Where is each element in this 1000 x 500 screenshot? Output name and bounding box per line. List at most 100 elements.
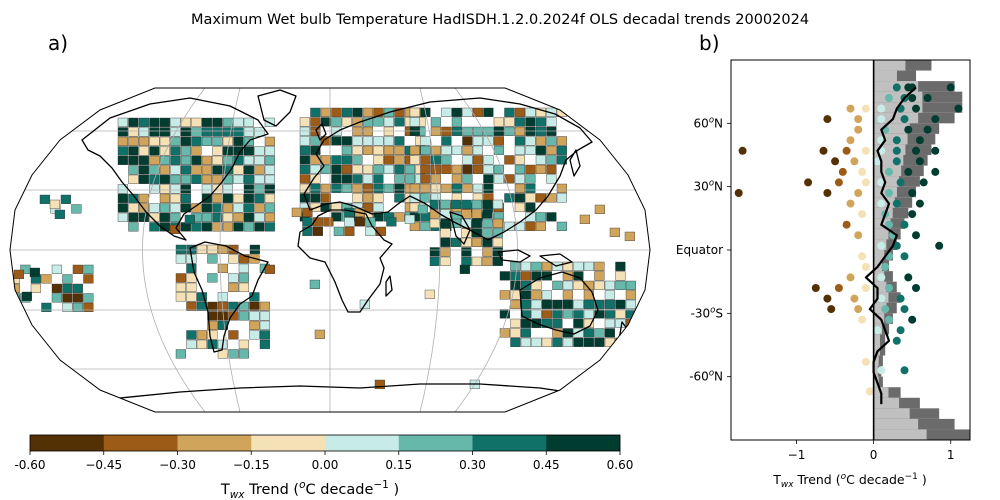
map-grid-cell	[583, 328, 594, 338]
map-grid-cell	[207, 330, 218, 340]
map-grid-cell	[196, 330, 207, 340]
map-grid-cell	[117, 212, 128, 222]
map-grid-cell	[212, 165, 223, 175]
coverage-bar-light	[873, 60, 906, 71]
colorbar-tick-label: 0.60	[607, 458, 634, 472]
map-grid-cell	[159, 174, 170, 184]
map-grid-cell	[531, 261, 542, 271]
map-grid-cell	[552, 261, 563, 271]
map-grid-cell	[461, 199, 472, 209]
map-grid-cell	[331, 107, 342, 117]
coverage-bar-light	[873, 70, 897, 82]
map-grid-cell	[186, 330, 197, 340]
map-grid-cell	[201, 117, 212, 127]
map-grid-cell	[604, 328, 615, 338]
coverage-bar-light	[873, 281, 887, 293]
map-grid-cell	[556, 193, 567, 203]
map-grid-cell	[254, 203, 265, 213]
map-grid-cell	[264, 222, 275, 232]
scatter-point	[819, 146, 828, 155]
figure-title: Maximum Wet bulb Temperature HadISDH.1.2…	[191, 12, 809, 28]
map-grid-cell	[499, 290, 510, 300]
map-grid-cell	[254, 212, 265, 222]
scatter-point	[861, 357, 870, 366]
map-grid-cell	[531, 290, 542, 300]
map-grid-cell	[344, 217, 355, 227]
map-grid-cell	[417, 204, 428, 214]
map-grid-cell	[459, 264, 470, 274]
map-grid-cell	[471, 199, 482, 209]
map-grid-cell	[62, 293, 73, 303]
map-grid-cell	[170, 212, 181, 222]
map-grid-cell	[394, 107, 405, 117]
map-grid-cell	[362, 136, 373, 146]
scatter-point	[827, 305, 836, 314]
map-grid-cell	[228, 273, 239, 283]
map-grid-cell	[541, 299, 552, 309]
map-grid-cell	[138, 174, 149, 184]
map-grid-cell	[404, 214, 415, 224]
scatter-point	[923, 94, 932, 102]
map-grid-cell	[299, 174, 310, 184]
map-grid-cell	[228, 311, 239, 321]
map-grid-cell	[72, 264, 83, 274]
map-grid-cell	[362, 117, 373, 127]
colorbar-label: Twx Trend (oC decade−1 )	[220, 479, 399, 500]
map-grid-cell	[238, 349, 249, 359]
map-grid-cell	[383, 183, 394, 193]
map-grid-cell	[440, 228, 451, 238]
map-grid-cell	[201, 212, 212, 222]
map-grid-cell	[482, 209, 493, 219]
map-grid-cell	[471, 237, 482, 247]
map-grid-cell	[594, 271, 605, 281]
map-grid-cell	[352, 107, 363, 117]
map-grid-cell	[299, 155, 310, 165]
map-grid-cell	[625, 280, 636, 290]
map-grid-cell	[170, 184, 181, 194]
map-grid-cell	[117, 136, 128, 146]
map-grid-cell	[362, 107, 373, 117]
map-grid-cell	[331, 155, 342, 165]
map-grid-cell	[41, 274, 52, 284]
map-grid-cell	[212, 203, 223, 213]
scatter-point	[912, 146, 920, 155]
map-grid-cell	[186, 301, 197, 311]
map-grid-cell	[264, 264, 275, 274]
scatter-point	[823, 294, 832, 303]
map-grid-cell	[604, 280, 615, 290]
map-grid-cell	[541, 337, 552, 347]
map-grid-cell	[514, 193, 525, 203]
map-grid-cell	[615, 318, 626, 328]
map-outline	[9, 87, 651, 413]
scatter-point	[838, 167, 847, 176]
map-grid-cell	[207, 244, 218, 254]
map-grid-cell	[128, 127, 139, 137]
map-grid-cell	[493, 117, 504, 127]
map-grid-cell	[149, 146, 160, 156]
map-grid-cell	[259, 301, 270, 311]
map-grid-cell	[471, 218, 482, 228]
map-grid-cell	[373, 117, 384, 127]
map-grid-cell	[531, 299, 542, 309]
map-grid-cell	[264, 174, 275, 184]
map-grid-cell	[331, 117, 342, 127]
map-grid-cell	[394, 212, 405, 222]
scatter-point	[850, 157, 859, 166]
map-grid-cell	[254, 155, 265, 165]
colorbar-swatches	[30, 435, 621, 451]
map-grid-cell	[238, 273, 249, 283]
map-grid-cell	[170, 174, 181, 184]
map-grid-cell	[556, 136, 567, 146]
coverage-bar-light	[873, 418, 919, 430]
map-grid-cell	[430, 164, 441, 174]
map-grid-cell	[429, 199, 440, 209]
map-grid-cell	[541, 261, 552, 271]
map-grid-cell	[374, 379, 385, 389]
map-grid-cell	[243, 222, 254, 232]
map-grid-cell	[573, 309, 584, 319]
scatter-point	[908, 94, 917, 102]
map-grid-cell	[471, 209, 482, 219]
map-grid-cell	[510, 328, 521, 338]
map-grid-cell	[535, 145, 546, 155]
map-grid-cell	[299, 164, 310, 174]
